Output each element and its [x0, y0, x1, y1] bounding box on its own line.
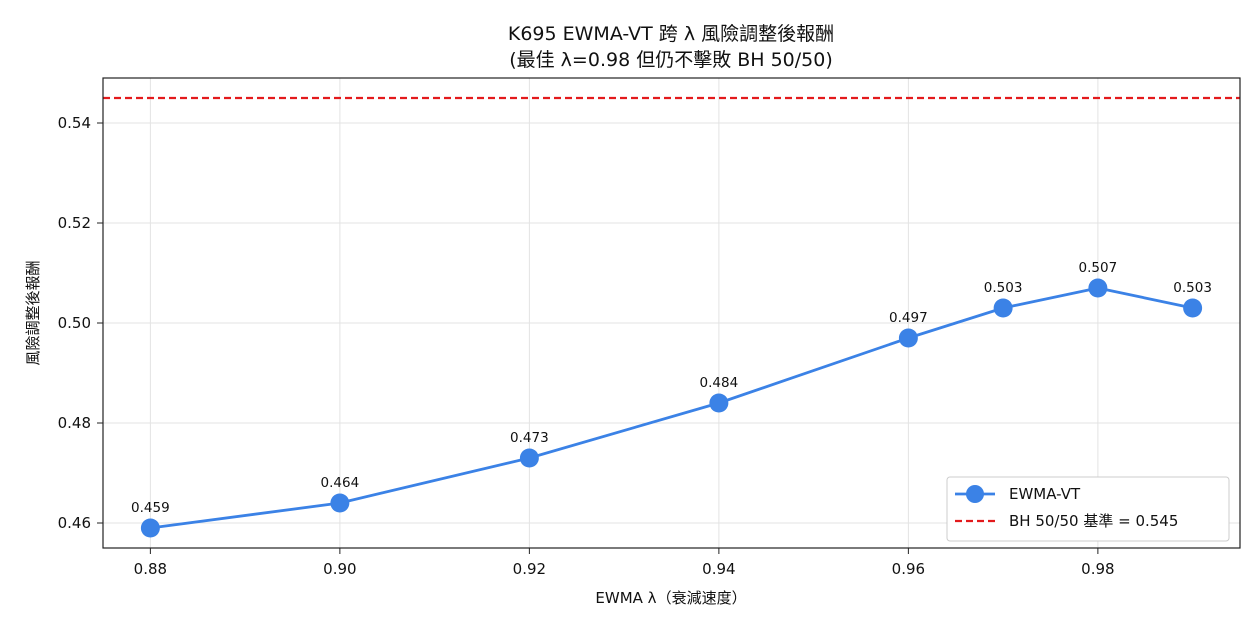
x-axis-label: EWMA λ（衰減速度） — [595, 589, 746, 607]
data-label: 0.503 — [984, 280, 1023, 296]
legend-box — [946, 476, 1230, 542]
data-point — [519, 448, 539, 468]
data-label: 0.503 — [1173, 280, 1212, 296]
legend-label-bh: BH 50/50 基準 = 0.545 — [1009, 512, 1178, 530]
x-tick-label: 0.92 — [513, 560, 546, 578]
legend: EWMA-VT BH 50/50 基準 = 0.545 — [946, 476, 1230, 542]
y-tick-label: 0.52 — [58, 214, 91, 232]
data-point — [993, 298, 1013, 318]
y-tick-label: 0.54 — [58, 114, 91, 132]
data-label: 0.507 — [1079, 260, 1118, 276]
plot-area — [102, 77, 1241, 549]
series-line — [150, 286, 1193, 530]
chart-title: K695 EWMA-VT 跨 λ 風險調整後報酬 — [508, 23, 834, 45]
ticks: 0.88 0.90 0.92 0.94 0.96 0.98 0.46 0.48 0.50 0.52… — [58, 114, 1115, 578]
data-label: 0.473 — [510, 430, 549, 446]
data-point — [898, 328, 918, 348]
x-tick-label: 0.90 — [323, 560, 356, 578]
x-tick-label: 0.88 — [134, 560, 167, 578]
x-tick-label: 0.94 — [702, 560, 735, 578]
y-tick-label: 0.46 — [58, 514, 91, 532]
data-point — [1183, 298, 1203, 318]
y-tick-label: 0.48 — [58, 414, 91, 432]
data-point — [709, 393, 729, 413]
data-label: 0.459 — [131, 500, 170, 516]
data-label: 0.484 — [700, 375, 739, 391]
y-axis-label: 風險調整後報酬 — [24, 260, 42, 365]
data-label: 0.497 — [889, 310, 928, 326]
grid — [103, 78, 1240, 548]
legend-marker-ewma — [966, 485, 984, 503]
data-label: 0.464 — [321, 475, 360, 491]
series-layer: 0.459 0.464 0.473 0.484 0.497 0.503 0.507 0.503 — [131, 260, 1212, 538]
y-tick-label: 0.50 — [58, 314, 91, 332]
data-point — [140, 518, 160, 538]
data-point — [1088, 278, 1108, 298]
data-point — [330, 493, 350, 513]
x-tick-label: 0.98 — [1081, 560, 1114, 578]
chart-subtitle: (最佳 λ=0.98 但仍不擊敗 BH 50/50) — [509, 49, 833, 71]
x-tick-label: 0.96 — [892, 560, 925, 578]
legend-label-ewma: EWMA-VT — [1009, 485, 1081, 503]
